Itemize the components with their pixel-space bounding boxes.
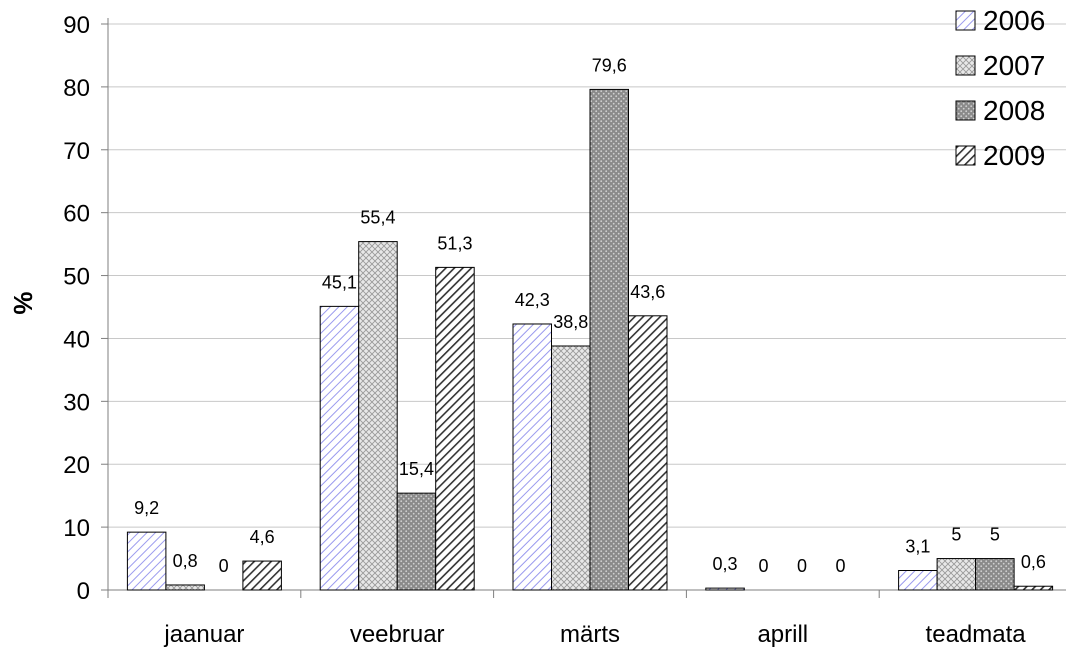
legend-label: 2008: [983, 95, 1045, 126]
data-label: 3,1: [905, 537, 930, 557]
data-label: 51,3: [437, 233, 472, 253]
y-tick-label: 30: [63, 389, 90, 416]
bar: [358, 241, 398, 591]
data-label: 4,6: [250, 527, 275, 547]
legend: 2006 2007 2008 2009: [955, 5, 1045, 171]
data-label: 45,1: [322, 272, 357, 292]
legend-swatch: [955, 145, 976, 166]
bars: [126, 88, 1054, 591]
y-tick-label: 50: [63, 264, 90, 291]
y-tick-label: 90: [63, 12, 90, 39]
data-label: 0,6: [1021, 552, 1046, 572]
data-label: 0: [797, 556, 807, 576]
y-tick-label: 20: [63, 452, 90, 479]
bar: [165, 584, 205, 591]
y-tick-label: 60: [63, 201, 90, 228]
x-tick-label: teadmata: [926, 621, 1027, 648]
bar: [319, 305, 360, 591]
data-label: 5: [990, 525, 1000, 545]
data-label: 15,4: [399, 459, 434, 479]
bar: [975, 558, 1015, 591]
bar: [126, 531, 167, 591]
bar: [512, 323, 552, 591]
data-labels: 9,2 45,1 42,3 0,3 3,1 0,8 55,4 38,8 0 5 0 15,4 79,6 0…: [134, 55, 1046, 576]
bar: [242, 560, 282, 591]
x-tick-label: jaanuar: [163, 621, 244, 648]
bar: [705, 587, 745, 591]
legend-swatch: [955, 55, 976, 76]
data-label: 43,6: [630, 282, 665, 302]
data-label: 0: [759, 556, 769, 576]
bar: [1013, 585, 1054, 591]
bar: [898, 570, 938, 591]
y-tick-label: 70: [63, 138, 90, 165]
data-label: 9,2: [134, 498, 159, 518]
data-label: 5: [951, 525, 961, 545]
y-axis: 0 10 20 30 40 50 60 70 80 90: [63, 12, 109, 605]
y-tick-label: 10: [63, 515, 90, 542]
y-axis-title: %: [8, 291, 38, 314]
x-axis: jaanuar veebruar märts aprill teadmata: [107, 589, 1066, 648]
bar: [589, 88, 629, 591]
bar: [435, 266, 475, 591]
data-label: 0: [219, 556, 229, 576]
y-tick-label: 40: [63, 326, 90, 353]
x-tick-label: märts: [560, 621, 620, 648]
bar: [551, 345, 591, 591]
y-tick-label: 80: [63, 75, 90, 102]
legend-label: 2009: [983, 140, 1045, 171]
legend-label: 2006: [983, 5, 1045, 36]
x-tick-label: veebruar: [350, 621, 445, 648]
bar: [936, 558, 977, 591]
legend-label: 2007: [983, 50, 1045, 81]
data-label: 38,8: [553, 312, 588, 332]
data-label: 0,3: [713, 554, 738, 574]
y-tick-label: 0: [77, 578, 90, 605]
legend-swatch: [955, 10, 976, 31]
x-tick-label: aprill: [757, 621, 808, 648]
data-label: 55,4: [360, 208, 395, 228]
data-label: 42,3: [515, 290, 550, 310]
data-label: 0: [836, 556, 846, 576]
legend-swatch: [955, 100, 976, 121]
bar: [396, 492, 437, 591]
data-label: 0,8: [173, 551, 198, 571]
bar: [628, 315, 668, 591]
data-label: 79,6: [592, 55, 627, 75]
